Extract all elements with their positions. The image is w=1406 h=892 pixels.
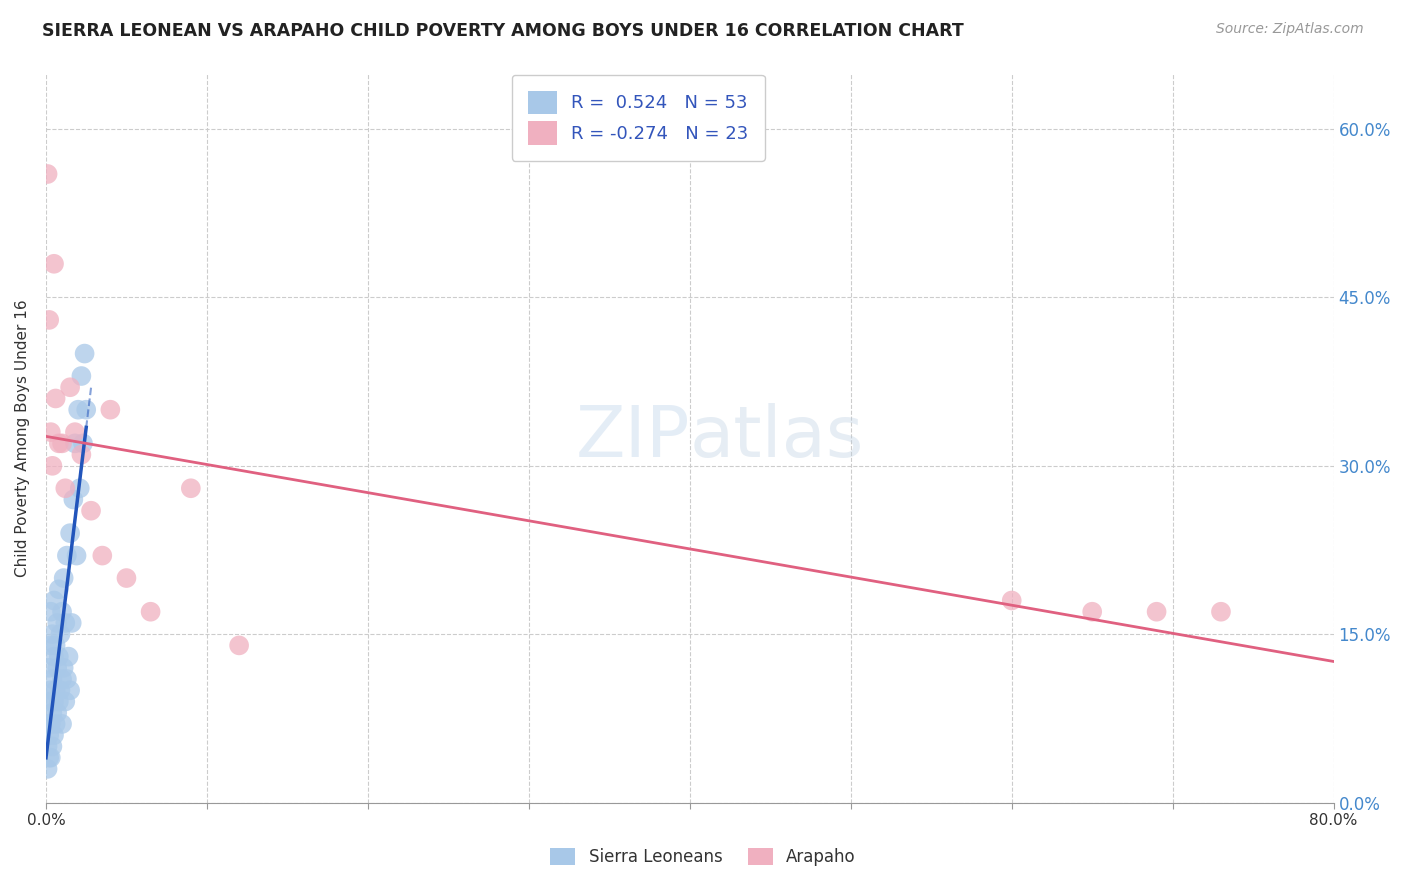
Legend: R =  0.524   N = 53, R = -0.274   N = 23: R = 0.524 N = 53, R = -0.274 N = 23 [512,75,765,161]
Point [80,504,103,518]
Point [51,717,73,731]
Point [37,717,59,731]
Point [38,728,60,742]
Point [37,762,59,776]
Point [115,571,138,585]
Text: ZIP: ZIP [575,403,690,472]
Point [53,694,76,708]
Point [1146,605,1168,619]
Point [180,481,202,495]
Point [39,750,62,764]
Point [63,425,86,439]
Point [91,549,114,563]
Point [51,436,73,450]
Point [75,402,97,417]
Point [56,549,79,563]
Point [46,615,69,630]
Point [39,605,62,619]
Point [48,694,70,708]
Point [38,750,60,764]
Point [46,706,69,720]
Point [63,436,86,450]
Point [72,436,94,450]
Point [1081,605,1104,619]
Point [51,672,73,686]
Point [42,593,65,607]
Point [39,717,62,731]
Text: atlas: atlas [690,403,865,472]
Point [38,661,60,675]
Point [51,605,73,619]
Point [139,605,162,619]
Point [56,672,79,686]
Point [41,627,63,641]
Text: SIERRA LEONEAN VS ARAPAHO CHILD POVERTY AMONG BOYS UNDER 16 CORRELATION CHART: SIERRA LEONEAN VS ARAPAHO CHILD POVERTY … [42,22,965,40]
Point [45,392,67,406]
Point [45,717,67,731]
Point [39,683,62,698]
Point [45,683,67,698]
Point [60,615,83,630]
Point [38,313,60,327]
Point [73,346,96,360]
Point [38,694,60,708]
Point [58,649,80,664]
Point [41,706,63,720]
Point [41,739,63,754]
Y-axis label: Child Poverty Among Boys Under 16: Child Poverty Among Boys Under 16 [15,299,30,576]
Point [69,481,91,495]
Point [67,402,90,417]
Point [62,492,84,507]
Point [228,639,250,653]
Point [42,257,65,271]
Point [39,639,62,653]
Point [48,649,70,664]
Point [41,672,63,686]
Point [70,369,93,384]
Point [98,402,121,417]
Point [59,380,82,394]
Text: Source: ZipAtlas.com: Source: ZipAtlas.com [1216,22,1364,37]
Point [49,683,72,698]
Point [42,728,65,742]
Legend: Sierra Leoneans, Arapaho: Sierra Leoneans, Arapaho [543,840,863,875]
Point [65,549,87,563]
Point [53,615,76,630]
Point [49,627,72,641]
Point [42,694,65,708]
Point [48,582,70,597]
Point [37,739,59,754]
Point [41,458,63,473]
Point [37,167,59,181]
Point [59,683,82,698]
Point [53,481,76,495]
Point [1001,593,1024,607]
Point [70,448,93,462]
Point [52,571,75,585]
Point [48,436,70,450]
Point [45,639,67,653]
Point [1209,605,1232,619]
Point [59,526,82,541]
Point [52,661,75,675]
Point [46,661,69,675]
Point [42,649,65,664]
Point [39,425,62,439]
